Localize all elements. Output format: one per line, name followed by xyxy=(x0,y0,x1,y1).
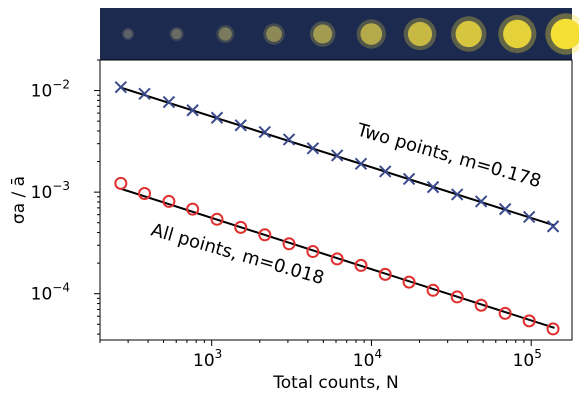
annotation-two-points: Two points, m=0.178 xyxy=(354,119,544,192)
data-point-cross xyxy=(522,210,536,224)
data-point-circle xyxy=(426,283,440,297)
data-point-cross xyxy=(258,125,271,139)
x-tick-label: 105 xyxy=(513,347,542,371)
data-point-circle xyxy=(354,258,368,272)
cross-stroke xyxy=(522,210,536,224)
data-point-cross xyxy=(210,111,224,124)
data-point-circle xyxy=(162,194,176,208)
data-point-circle xyxy=(306,245,320,259)
y-tick-label: 10−2 xyxy=(31,78,70,102)
cross-stroke xyxy=(282,133,296,146)
inset-image-strip xyxy=(100,8,579,60)
strip-spot xyxy=(360,23,383,45)
cross-stroke xyxy=(354,157,368,171)
y-tick-label: 10−3 xyxy=(31,179,70,203)
data-point-cross xyxy=(330,149,344,162)
cross-stroke xyxy=(138,87,151,100)
x-tick-label: 103 xyxy=(193,347,222,371)
data-point-cross xyxy=(162,95,176,109)
strip-spot xyxy=(218,27,232,41)
data-point-cross xyxy=(450,188,464,201)
data-point-circle xyxy=(474,298,488,312)
cross-stroke xyxy=(306,142,320,155)
plot-frame xyxy=(99,59,573,341)
data-point-cross xyxy=(379,165,392,178)
data-point-circle xyxy=(498,306,512,320)
cross-stroke xyxy=(450,188,464,201)
cross-stroke xyxy=(258,125,271,139)
cross-stroke xyxy=(379,165,392,178)
data-point-cross xyxy=(138,87,151,100)
strip-spot xyxy=(266,26,282,42)
y-axis-title: σa / ā xyxy=(9,176,29,224)
data-point-circle xyxy=(378,267,392,281)
data-point-cross xyxy=(402,172,416,186)
strip-spot xyxy=(503,19,532,49)
y-tick-label: 10−4 xyxy=(31,281,70,305)
cross-stroke xyxy=(162,95,176,109)
strip-spot xyxy=(123,29,133,39)
strip-spot xyxy=(171,28,182,40)
data-point-circle xyxy=(114,176,128,190)
data-point-cross xyxy=(282,133,296,146)
data-point-circle xyxy=(450,290,464,304)
strip-spot xyxy=(455,20,482,48)
data-point-cross xyxy=(546,220,560,233)
data-point-cross xyxy=(474,195,488,208)
cross-stroke xyxy=(402,172,416,186)
data-point-cross xyxy=(498,202,512,216)
cross-stroke xyxy=(234,119,247,132)
fit-lines xyxy=(120,86,555,329)
data-point-circle xyxy=(282,237,296,251)
annotation-all-points: All points, m=0.018 xyxy=(149,220,327,290)
data-point-circle xyxy=(234,220,248,234)
data-points xyxy=(114,80,560,336)
data-point-cross xyxy=(114,80,128,94)
x-tick-label: 104 xyxy=(353,347,382,371)
data-point-circle xyxy=(330,252,344,266)
cross-stroke xyxy=(426,180,440,194)
data-point-circle xyxy=(402,275,416,289)
cross-stroke xyxy=(114,80,128,94)
fit-line xyxy=(120,187,555,329)
axis-ticks: 103 104 105 10−2 10−3 10−4 xyxy=(31,59,542,371)
data-point-cross xyxy=(234,119,247,132)
data-point-circle xyxy=(186,202,200,216)
data-point-circle xyxy=(138,186,152,200)
data-point-circle xyxy=(258,228,272,242)
cross-stroke xyxy=(330,149,344,162)
data-point-cross xyxy=(186,104,199,117)
data-point-circle xyxy=(210,212,224,226)
strip-spot xyxy=(550,18,579,50)
strip-spot xyxy=(313,24,333,44)
data-point-cross xyxy=(354,157,368,171)
data-point-circle xyxy=(522,314,536,328)
cross-stroke xyxy=(210,111,224,124)
data-point-circle xyxy=(546,322,560,336)
data-point-cross xyxy=(426,180,440,194)
x-axis-title: Total counts, N xyxy=(272,373,398,393)
cross-stroke xyxy=(498,202,512,216)
data-point-cross xyxy=(306,142,320,155)
cross-stroke xyxy=(474,195,488,208)
cross-stroke xyxy=(546,220,560,233)
strip-spot xyxy=(407,21,433,47)
cross-stroke xyxy=(186,104,199,117)
